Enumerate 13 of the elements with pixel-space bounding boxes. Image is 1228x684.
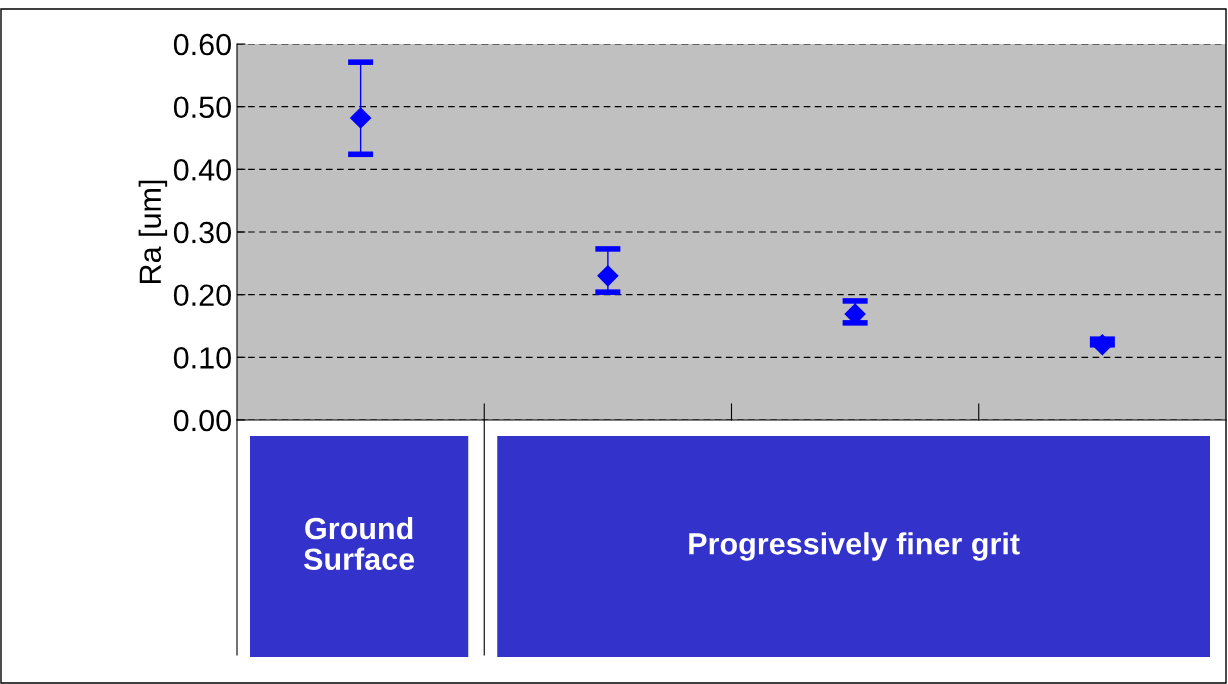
y-tick-label: 0.30 bbox=[173, 221, 231, 244]
y-tick-label: 0.50 bbox=[173, 96, 231, 119]
y-tick-label: 0.20 bbox=[173, 284, 231, 307]
y-tick-label: 0.00 bbox=[173, 409, 231, 432]
text: Progressively finer grit bbox=[689, 532, 1020, 561]
y-axis-title: Ra [um] bbox=[138, 180, 168, 283]
y-tick-label: 0.10 bbox=[173, 347, 231, 369]
point bbox=[1091, 334, 1113, 356]
text: Ground Surface bbox=[303, 516, 415, 571]
point bbox=[350, 107, 372, 129]
y-tick-label: 0.60 bbox=[173, 33, 231, 56]
y-tick-label: 0.40 bbox=[173, 159, 231, 181]
point bbox=[597, 265, 619, 287]
